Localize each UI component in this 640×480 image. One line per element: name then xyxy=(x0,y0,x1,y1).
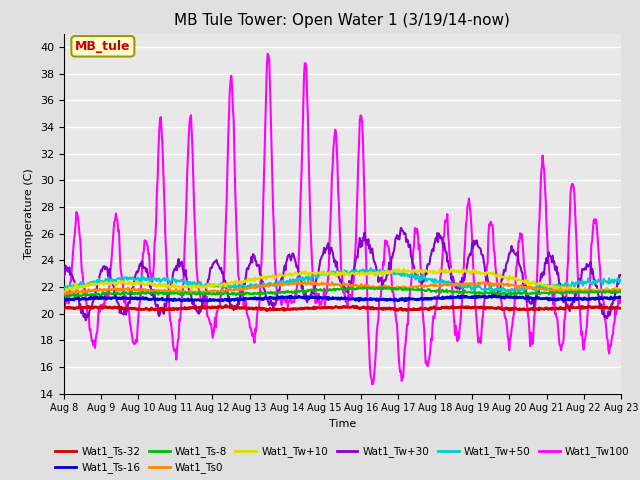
Wat1_Ts-32 xyxy=(60,305,68,311)
Wat1_Tw+50 xyxy=(506,289,514,295)
Wat1_Tw+30 xyxy=(70,277,78,283)
Wat1_Tw100 xyxy=(70,237,78,243)
Wat1_Ts0 xyxy=(617,287,625,293)
Wat1_Ts0 xyxy=(70,289,78,295)
Wat1_Ts0 xyxy=(428,282,435,288)
Wat1_Tw+50 xyxy=(428,277,435,283)
Wat1_Tw+30 xyxy=(397,225,404,231)
Line: Wat1_Tw100: Wat1_Tw100 xyxy=(64,54,621,384)
Line: Wat1_Ts0: Wat1_Ts0 xyxy=(64,282,621,295)
Wat1_Ts0 xyxy=(214,290,221,296)
Wat1_Tw+50 xyxy=(214,282,221,288)
Wat1_Ts-32 xyxy=(184,306,192,312)
Wat1_Ts-32 xyxy=(263,308,271,314)
Wat1_Tw+10 xyxy=(60,289,68,295)
Wat1_Tw+10 xyxy=(411,268,419,274)
Wat1_Tw100 xyxy=(412,226,419,231)
Line: Wat1_Ts-16: Wat1_Ts-16 xyxy=(64,296,621,301)
Wat1_Tw+30 xyxy=(412,273,419,279)
Title: MB Tule Tower: Open Water 1 (3/19/14-now): MB Tule Tower: Open Water 1 (3/19/14-now… xyxy=(175,13,510,28)
Wat1_Tw+30 xyxy=(60,274,68,279)
Wat1_Tw+30 xyxy=(128,286,136,291)
Wat1_Ts-16 xyxy=(204,298,212,304)
Wat1_Tw+50 xyxy=(184,281,192,287)
Wat1_Ts-32 xyxy=(214,304,221,310)
Wat1_Ts-16 xyxy=(428,297,435,302)
Wat1_Ts-32 xyxy=(617,305,625,311)
Wat1_Tw100 xyxy=(617,294,625,300)
X-axis label: Time: Time xyxy=(329,419,356,429)
Wat1_Ts-8 xyxy=(214,292,222,298)
Line: Wat1_Tw+10: Wat1_Tw+10 xyxy=(64,268,621,293)
Wat1_Tw+50 xyxy=(127,276,135,282)
Wat1_Tw100 xyxy=(369,382,376,387)
Wat1_Ts0 xyxy=(184,289,192,295)
Line: Wat1_Ts-8: Wat1_Ts-8 xyxy=(64,287,621,297)
Wat1_Tw+50 xyxy=(60,286,68,291)
Legend: Wat1_Ts-32, Wat1_Ts-16, Wat1_Ts-8, Wat1_Ts0, Wat1_Tw+10, Wat1_Tw+30, Wat1_Tw+50,: Wat1_Ts-32, Wat1_Ts-16, Wat1_Ts-8, Wat1_… xyxy=(51,442,634,478)
Wat1_Ts-8 xyxy=(428,288,436,294)
Wat1_Tw+30 xyxy=(82,317,90,323)
Wat1_Tw+30 xyxy=(617,272,625,278)
Wat1_Ts-8 xyxy=(617,289,625,295)
Wat1_Ts-8 xyxy=(412,287,419,293)
Wat1_Ts-16 xyxy=(214,297,222,303)
Wat1_Tw100 xyxy=(184,154,192,159)
Wat1_Tw100 xyxy=(127,329,135,335)
Wat1_Tw+10 xyxy=(70,285,78,290)
Wat1_Ts-16 xyxy=(411,296,419,302)
Wat1_Tw+10 xyxy=(588,290,596,296)
Wat1_Tw+10 xyxy=(617,287,625,293)
Wat1_Tw100 xyxy=(214,310,221,315)
Wat1_Ts-8 xyxy=(360,284,367,290)
Wat1_Ts0 xyxy=(127,288,135,293)
Wat1_Tw+30 xyxy=(185,285,193,290)
Wat1_Ts-8 xyxy=(128,290,136,296)
Wat1_Ts-8 xyxy=(71,292,79,298)
Y-axis label: Temperature (C): Temperature (C) xyxy=(24,168,35,259)
Wat1_Ts-16 xyxy=(491,293,499,299)
Wat1_Ts-32 xyxy=(222,302,230,308)
Wat1_Tw+50 xyxy=(411,273,419,279)
Wat1_Tw100 xyxy=(428,337,436,343)
Wat1_Tw+10 xyxy=(127,281,135,287)
Wat1_Ts0 xyxy=(411,284,419,290)
Wat1_Ts-32 xyxy=(70,306,78,312)
Line: Wat1_Tw+50: Wat1_Tw+50 xyxy=(64,268,621,292)
Wat1_Ts-8 xyxy=(60,293,68,299)
Wat1_Ts-16 xyxy=(184,296,192,302)
Text: MB_tule: MB_tule xyxy=(75,40,131,53)
Wat1_Ts-32 xyxy=(412,307,419,312)
Wat1_Tw100 xyxy=(60,295,68,301)
Wat1_Ts-32 xyxy=(428,306,436,312)
Wat1_Tw+10 xyxy=(395,265,403,271)
Wat1_Tw+50 xyxy=(70,283,78,289)
Wat1_Ts0 xyxy=(60,292,68,298)
Wat1_Ts-16 xyxy=(127,296,135,301)
Wat1_Tw+10 xyxy=(428,269,435,275)
Wat1_Tw+50 xyxy=(617,278,625,284)
Wat1_Ts-16 xyxy=(70,297,78,303)
Wat1_Ts-32 xyxy=(127,305,135,311)
Line: Wat1_Tw+30: Wat1_Tw+30 xyxy=(64,228,621,320)
Wat1_Tw+30 xyxy=(214,262,222,267)
Wat1_Tw100 xyxy=(264,51,271,57)
Wat1_Ts-16 xyxy=(617,294,625,300)
Line: Wat1_Ts-32: Wat1_Ts-32 xyxy=(64,305,621,311)
Wat1_Tw+30 xyxy=(428,248,436,253)
Wat1_Tw+10 xyxy=(184,283,192,289)
Wat1_Ts0 xyxy=(301,279,308,285)
Wat1_Ts-8 xyxy=(63,294,70,300)
Wat1_Tw+10 xyxy=(214,282,221,288)
Wat1_Ts-16 xyxy=(60,297,68,302)
Wat1_Tw+50 xyxy=(367,265,374,271)
Wat1_Ts-8 xyxy=(185,290,193,296)
